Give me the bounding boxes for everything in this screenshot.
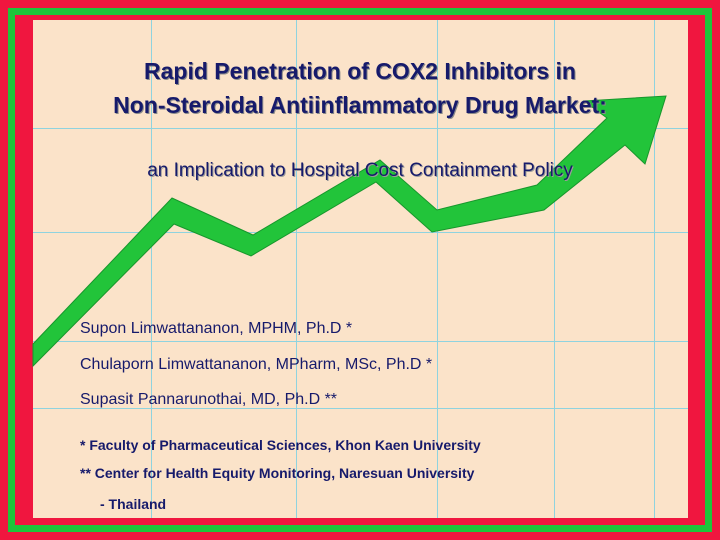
grid-line (437, 20, 438, 518)
title-line-1: Rapid Penetration of COX2 Inhibitors in (144, 58, 576, 84)
grid-line (33, 408, 688, 409)
subtitle: an Implication to Hospital Cost Containm… (147, 160, 573, 181)
grid-line (296, 20, 297, 518)
author-2: Chulaporn Limwattananon, MPharm, MSc, Ph… (80, 356, 433, 373)
slide-canvas (33, 20, 688, 518)
affiliation-2: ** Center for Health Equity Monitoring, … (80, 465, 475, 481)
grid-line (654, 20, 655, 518)
author-1: Supon Limwattananon, MPHM, Ph.D * (80, 320, 353, 337)
title-line-2: Non-Steroidal Antiinflammatory Drug Mark… (113, 92, 607, 118)
grid-line (33, 341, 688, 342)
grid-line (554, 20, 555, 518)
author-3: Supasit Pannarunothai, MD, Ph.D ** (80, 391, 338, 408)
affiliation-country: - Thailand (100, 496, 167, 512)
grid-line (33, 128, 688, 129)
affiliation-1: * Faculty of Pharmaceutical Sciences, Kh… (80, 437, 481, 453)
grid-line (33, 232, 688, 233)
grid-line (151, 20, 152, 518)
